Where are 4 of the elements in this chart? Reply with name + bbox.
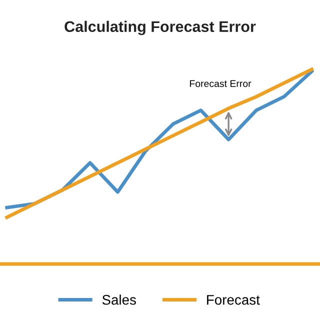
chart-title: Calculating Forecast Error: [64, 20, 256, 36]
legend-label: Sales: [102, 294, 136, 305]
legend-label: Forecast: [207, 295, 260, 305]
annotation: Forecast Error: [190, 80, 252, 88]
